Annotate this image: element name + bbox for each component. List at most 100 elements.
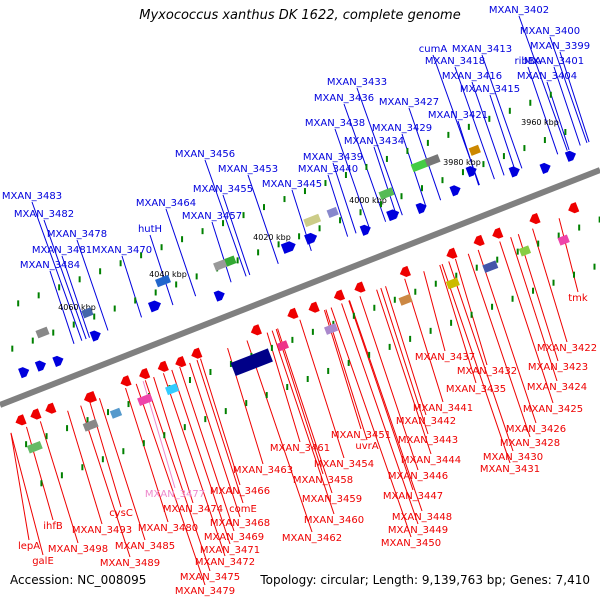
forward-gene-label-mxan-3401[interactable]: MXAN_3401: [524, 56, 584, 67]
forward-gene-label-mxan-3433[interactable]: MXAN_3433: [327, 77, 387, 88]
forward-gene-label-mxan-3484[interactable]: MXAN_3484: [20, 260, 80, 271]
track-tick-mark: [222, 220, 225, 227]
reverse-gene-label-mxan-3437[interactable]: MXAN_3437: [415, 352, 475, 363]
reverse-gene-label-mxan-3489[interactable]: MXAN_3489: [100, 558, 160, 569]
forward-gene-label-mxan-3429[interactable]: MXAN_3429: [372, 123, 432, 134]
protein-domain-block: [213, 258, 230, 271]
reverse-gene-label-mxan-3448[interactable]: MXAN_3448: [392, 512, 452, 523]
reverse-gene-label-mxan-3423[interactable]: MXAN_3423: [528, 362, 588, 373]
track-tick-mark: [511, 295, 514, 302]
reverse-gene-label-mxan-3446[interactable]: MXAN_3446: [388, 471, 448, 482]
forward-gene-label-mxan-3482[interactable]: MXAN_3482: [14, 209, 74, 220]
reverse-gene-label-mxan-3426[interactable]: MXAN_3426: [506, 424, 566, 435]
reverse-gene-label-mxan-3435[interactable]: MXAN_3435: [446, 384, 506, 395]
forward-gene-label-mxan-3455[interactable]: MXAN_3455: [193, 184, 253, 195]
reverse-gene-label-cysc[interactable]: cysC: [109, 508, 133, 519]
forward-gene-label-ribba[interactable]: ribBA: [515, 56, 542, 67]
reverse-gene-label-mxan-3471[interactable]: MXAN_3471: [200, 545, 260, 556]
forward-gene-label-mxan-3438[interactable]: MXAN_3438: [305, 118, 365, 129]
reverse-gene-label-mxan-3451[interactable]: MXAN_3451: [331, 430, 391, 441]
forward-gene-label-mxan-3439[interactable]: MXAN_3439: [303, 152, 363, 163]
forward-gene-leader-line: [327, 174, 349, 237]
track-tick-mark: [496, 256, 499, 263]
reverse-gene-label-mxan-3450[interactable]: MXAN_3450: [381, 538, 441, 549]
forward-gene-label-mxan-3445[interactable]: MXAN_3445: [262, 179, 322, 190]
forward-gene-leader-line: [481, 54, 523, 169]
reverse-gene-label-mxan-3461[interactable]: MXAN_3461: [270, 443, 330, 454]
reverse-gene-label-ihfb[interactable]: ihfB: [43, 521, 63, 532]
track-tick-mark: [549, 91, 552, 98]
reverse-gene-label-mxan-3447[interactable]: MXAN_3447: [383, 491, 443, 502]
forward-gene-label-mxan-3402[interactable]: MXAN_3402: [489, 5, 549, 16]
forward-gene-label-mxan-3421[interactable]: MXAN_3421: [428, 110, 488, 121]
reverse-gene-label-mxan-3480[interactable]: MXAN_3480: [138, 523, 198, 534]
forward-gene-leader-line: [549, 36, 588, 144]
reverse-gene-label-mxan-3432[interactable]: MXAN_3432: [457, 366, 517, 377]
forward-gene-label-mxan-3399[interactable]: MXAN_3399: [530, 41, 590, 52]
forward-gene-label-mxan-3434[interactable]: MXAN_3434: [344, 136, 404, 147]
reverse-gene-label-mxan-3431[interactable]: MXAN_3431: [480, 464, 540, 475]
reverse-gene-label-mxan-3430[interactable]: MXAN_3430: [483, 452, 543, 463]
forward-gene-label-mxan-3483[interactable]: MXAN_3483: [2, 191, 62, 202]
reverse-gene-label-tmk[interactable]: tmk: [568, 293, 588, 304]
reverse-gene-label-mxan-3477[interactable]: MXAN_3477: [145, 489, 205, 500]
reverse-gene-label-mxan-3466[interactable]: MXAN_3466: [210, 486, 270, 497]
reverse-gene-label-mxan-3454[interactable]: MXAN_3454: [314, 459, 374, 470]
reverse-gene-label-mxan-3422[interactable]: MXAN_3422: [537, 343, 597, 354]
reverse-gene-label-mxan-3474[interactable]: MXAN_3474: [163, 504, 223, 515]
track-tick-mark: [122, 448, 125, 455]
forward-gene-label-mxan-3427[interactable]: MXAN_3427: [379, 97, 439, 108]
track-tick-mark: [406, 147, 409, 154]
reverse-gene-label-mxan-3442[interactable]: MXAN_3442: [396, 416, 456, 427]
forward-gene-label-mxan-3400[interactable]: MXAN_3400: [520, 26, 580, 37]
reverse-gene-label-come[interactable]: comE: [229, 504, 257, 515]
reverse-gene-label-mxan-3462[interactable]: MXAN_3462: [282, 533, 342, 544]
forward-gene-label-mxan-3457[interactable]: MXAN_3457: [182, 211, 242, 222]
forward-gene-label-mxan-3464[interactable]: MXAN_3464: [136, 198, 196, 209]
reverse-gene-label-mxan-3460[interactable]: MXAN_3460: [304, 515, 364, 526]
forward-gene-label-mxan-3453[interactable]: MXAN_3453: [218, 164, 278, 175]
track-tick-mark: [113, 305, 116, 312]
forward-gene-label-mxan-3456[interactable]: MXAN_3456: [175, 149, 235, 160]
reverse-gene-label-mxan-3428[interactable]: MXAN_3428: [500, 438, 560, 449]
forward-gene-label-mxan-3418[interactable]: MXAN_3418: [425, 56, 485, 67]
reverse-gene-label-mxan-3475[interactable]: MXAN_3475: [180, 572, 240, 583]
reverse-gene-label-mxan-3443[interactable]: MXAN_3443: [398, 435, 458, 446]
reverse-gene-label-mxan-3425[interactable]: MXAN_3425: [523, 404, 583, 415]
forward-gene-label-mxan-3416[interactable]: MXAN_3416: [442, 71, 502, 82]
forward-gene-label-mxan-3440[interactable]: MXAN_3440: [298, 164, 358, 175]
forward-gene-label-mxan-3415[interactable]: MXAN_3415: [460, 84, 520, 95]
reverse-gene-label-mxan-3485[interactable]: MXAN_3485: [115, 541, 175, 552]
reverse-gene-label-mxan-3449[interactable]: MXAN_3449: [388, 525, 448, 536]
reverse-gene-leader-line: [39, 421, 79, 544]
reverse-gene-label-mxan-3459[interactable]: MXAN_3459: [302, 494, 362, 505]
track-tick-mark: [72, 321, 75, 328]
reverse-gene-label-uvra[interactable]: uvrA: [355, 441, 378, 452]
forward-gene-label-mxan-3478[interactable]: MXAN_3478: [47, 229, 107, 240]
forward-gene-leader-line: [457, 120, 480, 186]
reverse-gene-label-mxan-3441[interactable]: MXAN_3441: [413, 403, 473, 414]
reverse-gene-label-mxan-3472[interactable]: MXAN_3472: [195, 557, 255, 568]
forward-gene-label-mxan-3413[interactable]: MXAN_3413: [452, 44, 512, 55]
reverse-gene-label-mxan-3493[interactable]: MXAN_3493: [72, 525, 132, 536]
reverse-gene-label-lepa[interactable]: lepA: [18, 541, 40, 552]
forward-gene-label-huth[interactable]: hutH: [138, 224, 162, 235]
forward-gene-label-mxan-3404[interactable]: MXAN_3404: [517, 71, 577, 82]
forward-gene-label-cuma[interactable]: cumA: [419, 44, 448, 55]
reverse-gene-label-gale[interactable]: galE: [32, 556, 54, 567]
reverse-gene-leader-line: [467, 253, 531, 438]
reverse-gene-arrow: [354, 281, 366, 293]
reverse-gene-label-mxan-3444[interactable]: MXAN_3444: [401, 455, 461, 466]
reverse-gene-label-mxan-3458[interactable]: MXAN_3458: [293, 475, 353, 486]
reverse-gene-label-mxan-3424[interactable]: MXAN_3424: [527, 382, 587, 393]
forward-gene-leader-line: [471, 81, 505, 176]
reverse-gene-label-mxan-3463[interactable]: MXAN_3463: [233, 465, 293, 476]
reverse-gene-label-mxan-3469[interactable]: MXAN_3469: [204, 532, 264, 543]
forward-gene-label-mxan-3436[interactable]: MXAN_3436: [314, 93, 374, 104]
forward-gene-label-mxan-3481[interactable]: MXAN_3481: [32, 245, 92, 256]
reverse-gene-label-mxan-3498[interactable]: MXAN_3498: [48, 544, 108, 555]
reverse-gene-label-mxan-3479[interactable]: MXAN_3479: [175, 586, 235, 597]
track-tick-mark: [344, 171, 347, 178]
forward-gene-label-mxan-3470[interactable]: MXAN_3470: [92, 245, 152, 256]
reverse-gene-label-mxan-3468[interactable]: MXAN_3468: [210, 518, 270, 529]
